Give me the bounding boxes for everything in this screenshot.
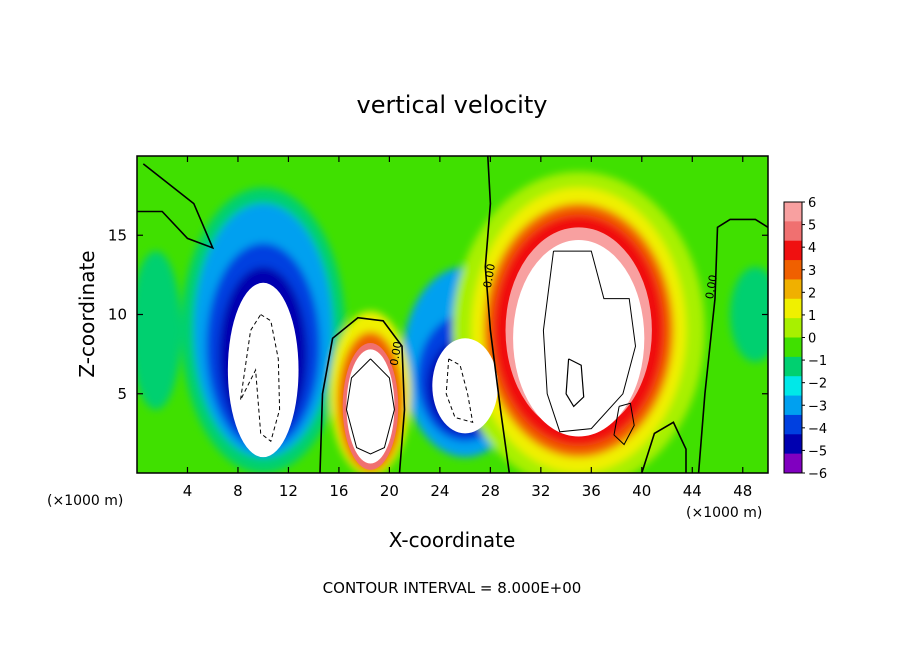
colorbar-tick-label: 4 bbox=[808, 241, 816, 256]
colorbar-segment bbox=[784, 318, 802, 338]
x-axis-label: X-coordinate bbox=[389, 528, 516, 552]
downdraft-core bbox=[227, 282, 299, 458]
colorbar-segment bbox=[784, 260, 802, 280]
colorbar-segment bbox=[784, 221, 802, 242]
colorbar-segment bbox=[784, 395, 802, 416]
colorbar-segment bbox=[784, 202, 802, 222]
colorbar-segment bbox=[784, 376, 802, 397]
colorbar-segment bbox=[784, 356, 802, 377]
x-tick-label: 32 bbox=[531, 482, 550, 500]
x-tick-label: 48 bbox=[733, 482, 752, 500]
colorbar-tick-label: 1 bbox=[808, 309, 816, 324]
colorbar-tick-label: −5 bbox=[808, 444, 827, 459]
contour-label: 0.00 bbox=[388, 340, 405, 366]
field-region bbox=[137, 251, 182, 410]
negative-contour bbox=[445, 358, 474, 423]
zero-contour bbox=[641, 421, 687, 473]
positive-contour bbox=[565, 358, 585, 408]
chart-title: vertical velocity bbox=[357, 91, 548, 119]
y-axis-label: Z-coordinate bbox=[75, 250, 99, 377]
contour-label: 0.00 bbox=[703, 274, 720, 300]
positive-contour bbox=[542, 250, 637, 433]
x-tick-label: 4 bbox=[183, 482, 193, 500]
colorbar-tick-label: 5 bbox=[808, 219, 816, 234]
x-tick-label: 44 bbox=[683, 482, 702, 500]
colorbar: 6 5 4 3 2 1 0 −1 −2 −3 −4 −5 −6 bbox=[783, 196, 827, 482]
x-tick-label: 28 bbox=[481, 482, 500, 500]
updraft-core bbox=[346, 349, 395, 464]
y-tick-label: 5 bbox=[117, 385, 127, 403]
colorbar-tick-label: 0 bbox=[808, 332, 816, 347]
x-tick-label: 20 bbox=[380, 482, 399, 500]
x-tick-label: 36 bbox=[582, 482, 601, 500]
colorbar-segment bbox=[784, 298, 802, 319]
negative-contour bbox=[240, 314, 281, 443]
x-tick-label: 40 bbox=[632, 482, 651, 500]
colorbar-tick-label: 3 bbox=[808, 264, 816, 279]
colorbar-segment bbox=[784, 240, 802, 261]
colorbar-tick-label: −1 bbox=[808, 354, 827, 369]
x-tick-label: 24 bbox=[430, 482, 449, 500]
field-region bbox=[730, 266, 768, 363]
updraft-core bbox=[513, 240, 645, 437]
colorbar-tick-label: −4 bbox=[808, 422, 827, 437]
colorbar-tick-label: −6 bbox=[808, 467, 827, 482]
colorbar-segment bbox=[784, 434, 802, 455]
colorbar-tick-label: 2 bbox=[808, 286, 816, 301]
x-unit-left: (×1000 m) bbox=[47, 493, 123, 509]
x-tick-label: 8 bbox=[233, 482, 243, 500]
colorbar-segment bbox=[784, 453, 802, 474]
zero-contour bbox=[137, 163, 215, 250]
colorbar-segment bbox=[784, 414, 802, 435]
contour-label: 0.00 bbox=[481, 263, 498, 289]
zero-contour bbox=[697, 218, 768, 473]
y-tick-label: 10 bbox=[108, 306, 127, 324]
positive-contour bbox=[613, 402, 635, 446]
plot-area: 0.00 0.00 0.00 bbox=[137, 156, 768, 473]
colorbar-tick-label: 6 bbox=[808, 196, 816, 211]
zero-contour bbox=[484, 156, 511, 473]
positive-contour bbox=[345, 358, 395, 455]
contour-interval-note: CONTOUR INTERVAL = 8.000E+00 bbox=[323, 579, 582, 597]
zero-contour bbox=[319, 316, 406, 473]
x-tick-label: 16 bbox=[329, 482, 348, 500]
colorbar-tick-label: −3 bbox=[808, 399, 827, 414]
downdraft-core bbox=[432, 338, 498, 434]
colorbar-segment bbox=[784, 279, 802, 300]
colorbar-tick-label: −2 bbox=[808, 377, 827, 392]
x-tick-label: 12 bbox=[279, 482, 298, 500]
colorbar-segment bbox=[784, 337, 802, 358]
x-unit-right: (×1000 m) bbox=[686, 505, 762, 521]
y-tick-label: 15 bbox=[108, 226, 127, 244]
